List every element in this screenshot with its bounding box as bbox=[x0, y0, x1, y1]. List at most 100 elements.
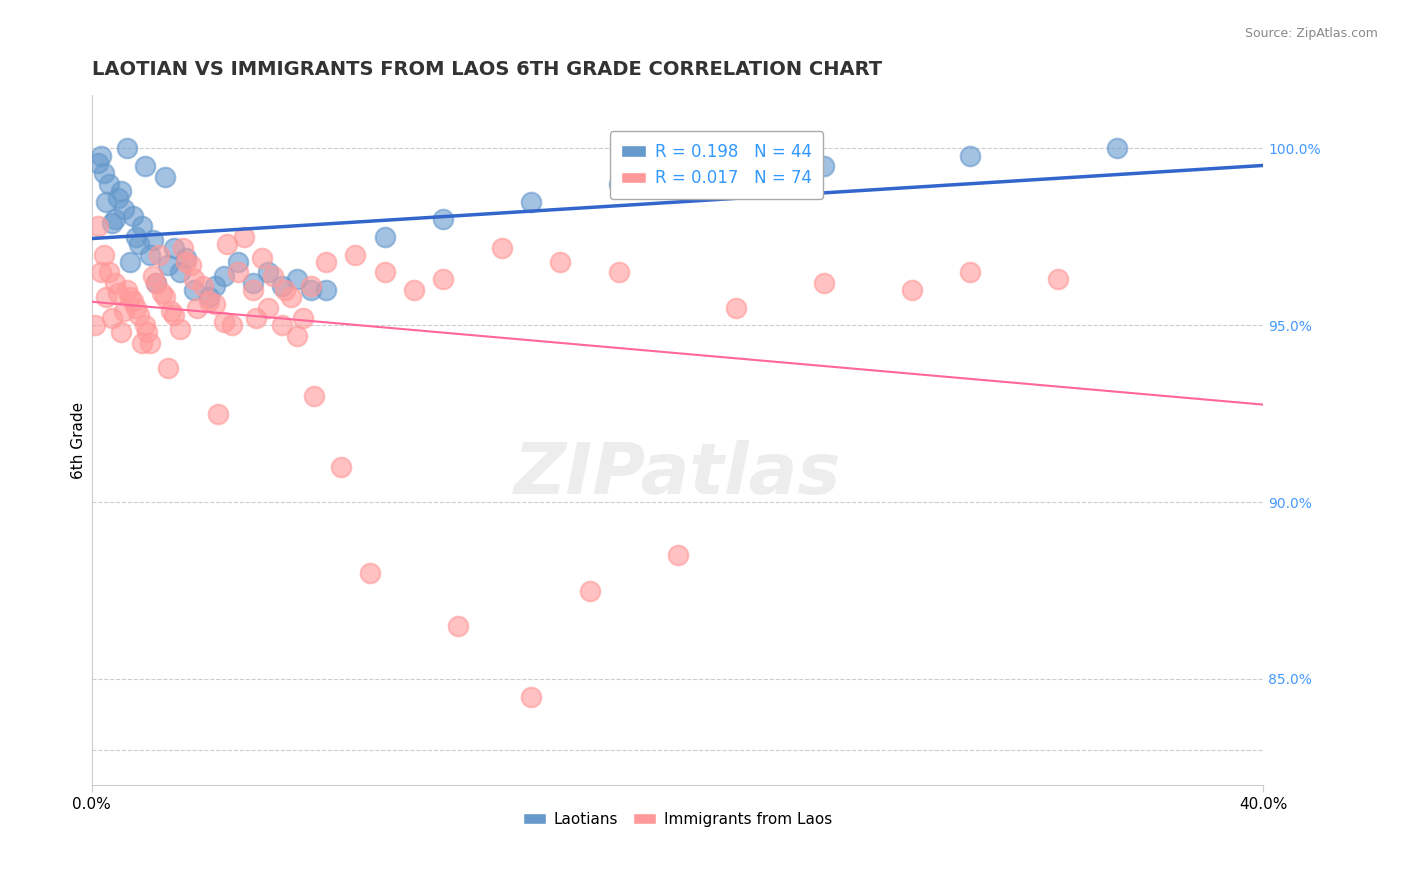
Point bbox=[169, 322, 191, 336]
Point bbox=[150, 286, 173, 301]
Point bbox=[101, 216, 124, 230]
Point bbox=[125, 230, 148, 244]
Y-axis label: 6th Grade: 6th Grade bbox=[72, 401, 86, 479]
Point bbox=[666, 169, 689, 184]
Point bbox=[291, 311, 314, 326]
Point bbox=[900, 283, 922, 297]
Point bbox=[198, 293, 221, 308]
Point bbox=[301, 283, 323, 297]
Point bbox=[134, 318, 156, 333]
Point bbox=[432, 212, 454, 227]
Point bbox=[169, 265, 191, 279]
Point bbox=[285, 329, 308, 343]
Point bbox=[204, 279, 226, 293]
Point bbox=[315, 254, 337, 268]
Point bbox=[83, 318, 105, 333]
Point bbox=[191, 279, 214, 293]
Point bbox=[86, 155, 108, 169]
Point bbox=[256, 265, 278, 279]
Point bbox=[304, 389, 326, 403]
Point bbox=[402, 283, 425, 297]
Text: LAOTIAN VS IMMIGRANTS FROM LAOS 6TH GRADE CORRELATION CHART: LAOTIAN VS IMMIGRANTS FROM LAOS 6TH GRAD… bbox=[91, 60, 882, 78]
Point bbox=[163, 308, 186, 322]
Point bbox=[86, 219, 108, 234]
Point bbox=[96, 290, 118, 304]
Point bbox=[115, 283, 138, 297]
Point bbox=[1105, 141, 1128, 155]
Point bbox=[271, 279, 294, 293]
Point bbox=[186, 301, 208, 315]
Point bbox=[256, 301, 278, 315]
Point bbox=[813, 159, 835, 173]
Point bbox=[666, 548, 689, 562]
Point bbox=[121, 209, 143, 223]
Point bbox=[139, 247, 162, 261]
Point bbox=[491, 240, 513, 254]
Point bbox=[104, 276, 127, 290]
Point bbox=[271, 318, 294, 333]
Point bbox=[153, 290, 176, 304]
Point bbox=[374, 265, 396, 279]
Point bbox=[121, 293, 143, 308]
Point bbox=[359, 566, 381, 580]
Point bbox=[112, 304, 135, 318]
Point bbox=[128, 308, 150, 322]
Point bbox=[107, 191, 129, 205]
Point bbox=[125, 301, 148, 315]
Point bbox=[160, 304, 183, 318]
Point bbox=[96, 194, 118, 209]
Point bbox=[118, 254, 141, 268]
Point bbox=[813, 276, 835, 290]
Point bbox=[183, 272, 205, 286]
Point bbox=[115, 141, 138, 155]
Point bbox=[215, 237, 238, 252]
Point bbox=[90, 265, 112, 279]
Point bbox=[142, 234, 165, 248]
Point bbox=[226, 254, 249, 268]
Point bbox=[204, 297, 226, 311]
Point bbox=[607, 177, 630, 191]
Point bbox=[142, 268, 165, 283]
Point bbox=[128, 237, 150, 252]
Point bbox=[242, 283, 264, 297]
Point bbox=[107, 286, 129, 301]
Point bbox=[101, 311, 124, 326]
Point bbox=[550, 254, 572, 268]
Point bbox=[262, 268, 284, 283]
Point bbox=[110, 326, 132, 340]
Point bbox=[285, 272, 308, 286]
Point bbox=[329, 459, 352, 474]
Point bbox=[447, 619, 470, 633]
Point bbox=[104, 212, 127, 227]
Point bbox=[131, 336, 153, 351]
Point bbox=[725, 301, 748, 315]
Legend: Laotians, Immigrants from Laos: Laotians, Immigrants from Laos bbox=[517, 805, 838, 832]
Point bbox=[156, 360, 179, 375]
Point bbox=[153, 169, 176, 184]
Point bbox=[242, 276, 264, 290]
Point bbox=[148, 247, 170, 261]
Point bbox=[198, 290, 221, 304]
Point bbox=[250, 251, 273, 265]
Point bbox=[98, 265, 121, 279]
Point bbox=[520, 690, 543, 704]
Point bbox=[90, 148, 112, 162]
Point bbox=[112, 202, 135, 216]
Point bbox=[98, 177, 121, 191]
Point bbox=[145, 276, 167, 290]
Point bbox=[315, 283, 337, 297]
Point bbox=[134, 159, 156, 173]
Point bbox=[93, 247, 115, 261]
Point bbox=[145, 276, 167, 290]
Point bbox=[174, 251, 197, 265]
Point bbox=[607, 265, 630, 279]
Point bbox=[274, 283, 297, 297]
Point bbox=[163, 240, 186, 254]
Point bbox=[374, 230, 396, 244]
Point bbox=[174, 254, 197, 268]
Point bbox=[212, 315, 235, 329]
Point bbox=[118, 290, 141, 304]
Point bbox=[1047, 272, 1070, 286]
Point bbox=[233, 230, 256, 244]
Point bbox=[959, 148, 981, 162]
